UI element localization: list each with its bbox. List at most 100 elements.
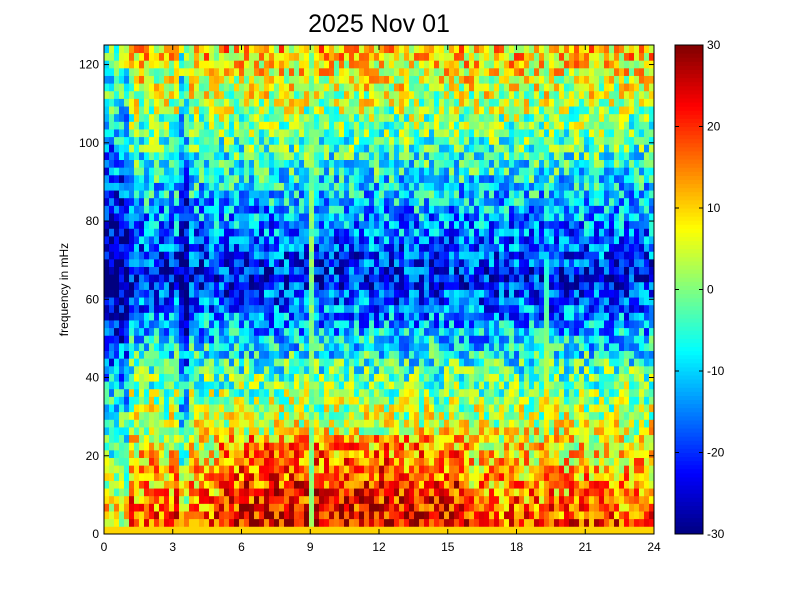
heatmap-cell <box>369 274 375 283</box>
heatmap-cell <box>119 281 125 290</box>
heatmap-cell <box>109 167 115 176</box>
heatmap-cell <box>324 60 330 69</box>
heatmap-cell <box>469 45 475 54</box>
heatmap-cell <box>354 106 360 115</box>
heatmap-cell <box>299 121 305 130</box>
heatmap-cell <box>334 526 340 535</box>
heatmap-cell <box>289 190 295 199</box>
heatmap-cell <box>149 106 155 115</box>
heatmap-cell <box>324 197 330 206</box>
heatmap-cell <box>389 488 395 497</box>
heatmap-cell <box>234 518 240 527</box>
heatmap-cell <box>154 213 160 222</box>
heatmap-cell <box>394 526 400 535</box>
heatmap-cell <box>309 358 315 367</box>
heatmap-cell <box>384 434 390 443</box>
heatmap-cell <box>354 197 360 206</box>
heatmap-cell <box>449 197 455 206</box>
heatmap-cell <box>459 427 465 436</box>
heatmap-cell <box>264 503 270 512</box>
heatmap-cell <box>179 472 185 481</box>
heatmap-cell <box>104 251 110 260</box>
heatmap-cell <box>229 106 235 115</box>
heatmap-cell <box>169 434 175 443</box>
heatmap-cell <box>359 220 365 229</box>
heatmap-cell <box>299 472 305 481</box>
heatmap-cell <box>209 90 215 99</box>
heatmap-cell <box>224 98 230 107</box>
heatmap-cell <box>159 495 165 504</box>
heatmap-cell <box>189 190 195 199</box>
heatmap-cell <box>384 327 390 336</box>
heatmap-cell <box>194 297 200 306</box>
heatmap-cell <box>179 174 185 183</box>
heatmap-cell <box>284 419 290 428</box>
heatmap-cell <box>209 480 215 489</box>
heatmap-cell <box>319 52 325 61</box>
heatmap-cell <box>134 266 140 275</box>
heatmap-cell <box>339 220 345 229</box>
heatmap-cell <box>164 419 170 428</box>
heatmap-cell <box>149 60 155 69</box>
heatmap-cell <box>369 236 375 245</box>
heatmap-cell <box>379 174 385 183</box>
heatmap-cell <box>429 312 435 321</box>
heatmap-cell <box>174 144 180 153</box>
heatmap-cell <box>279 404 285 413</box>
heatmap-cell <box>194 457 200 466</box>
heatmap-cell <box>469 243 475 252</box>
heatmap-cell <box>259 434 265 443</box>
heatmap-cell <box>229 488 235 497</box>
heatmap-cell <box>269 228 275 237</box>
heatmap-cell <box>124 335 130 344</box>
heatmap-cell <box>364 90 370 99</box>
heatmap-cell <box>349 427 355 436</box>
heatmap-cell <box>234 373 240 382</box>
heatmap-cell <box>169 396 175 405</box>
heatmap-cell <box>229 396 235 405</box>
heatmap-cell <box>209 266 215 275</box>
heatmap-cell <box>104 488 110 497</box>
heatmap-cell <box>184 167 190 176</box>
heatmap-cell <box>124 511 130 520</box>
heatmap-cell <box>144 335 150 344</box>
heatmap-cell <box>104 350 110 359</box>
heatmap-cell <box>274 281 280 290</box>
heatmap-cell <box>404 197 410 206</box>
heatmap-cell <box>464 312 470 321</box>
heatmap-cell <box>219 427 225 436</box>
heatmap-cell <box>139 472 145 481</box>
heatmap-cell <box>119 106 125 115</box>
heatmap-cell <box>414 274 420 283</box>
heatmap-cell <box>369 106 375 115</box>
heatmap-cell <box>199 121 205 130</box>
heatmap-cell <box>194 205 200 214</box>
heatmap-cell <box>204 503 210 512</box>
heatmap-cell <box>259 129 265 138</box>
heatmap-cell <box>119 457 125 466</box>
heatmap-cell <box>439 197 445 206</box>
heatmap-cell <box>454 427 460 436</box>
heatmap-cell <box>149 358 155 367</box>
heatmap-cell <box>279 60 285 69</box>
heatmap-cell <box>144 327 150 336</box>
heatmap-cell <box>289 404 295 413</box>
heatmap-cell <box>294 465 300 474</box>
heatmap-cell <box>214 213 220 222</box>
heatmap-cell <box>339 90 345 99</box>
heatmap-cell <box>204 90 210 99</box>
heatmap-cell <box>354 121 360 130</box>
heatmap-cell <box>199 266 205 275</box>
heatmap-cell <box>124 281 130 290</box>
heatmap-cell <box>129 350 135 359</box>
heatmap-cell <box>384 75 390 84</box>
heatmap-cell <box>419 526 425 535</box>
heatmap-cell <box>149 465 155 474</box>
heatmap-cell <box>459 90 465 99</box>
heatmap-cell <box>109 52 115 61</box>
heatmap-cell <box>189 213 195 222</box>
heatmap-cell <box>249 472 255 481</box>
heatmap-cell <box>399 281 405 290</box>
heatmap-cell <box>134 442 140 451</box>
heatmap-cell <box>274 335 280 344</box>
